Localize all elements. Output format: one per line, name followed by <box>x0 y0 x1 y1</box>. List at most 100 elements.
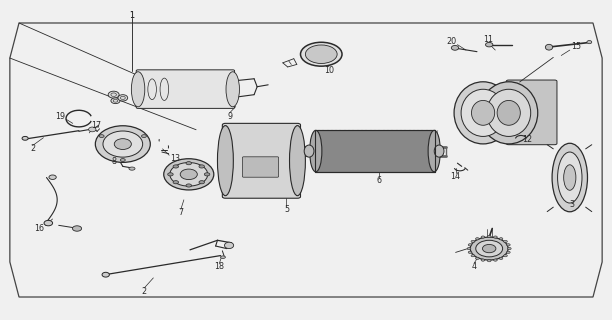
Text: 6: 6 <box>377 176 382 185</box>
Ellipse shape <box>461 89 505 136</box>
Ellipse shape <box>558 152 582 203</box>
Ellipse shape <box>226 72 239 107</box>
Text: 2: 2 <box>141 287 147 296</box>
Ellipse shape <box>504 255 507 257</box>
Text: 14: 14 <box>450 172 461 181</box>
Ellipse shape <box>507 247 511 250</box>
Ellipse shape <box>44 220 53 226</box>
Text: 10: 10 <box>324 66 334 75</box>
Ellipse shape <box>480 82 538 144</box>
Ellipse shape <box>470 237 508 260</box>
Ellipse shape <box>487 260 491 262</box>
Ellipse shape <box>99 135 104 138</box>
Ellipse shape <box>485 43 493 47</box>
Ellipse shape <box>476 238 479 240</box>
Ellipse shape <box>217 125 233 196</box>
Ellipse shape <box>186 184 192 187</box>
Ellipse shape <box>225 242 234 249</box>
Ellipse shape <box>22 136 28 140</box>
Ellipse shape <box>164 159 214 190</box>
Text: 5: 5 <box>284 205 289 214</box>
Ellipse shape <box>487 89 531 136</box>
Text: 1: 1 <box>130 11 135 20</box>
Text: 2: 2 <box>30 144 35 153</box>
Text: 19: 19 <box>55 112 65 121</box>
Ellipse shape <box>180 169 197 180</box>
Ellipse shape <box>170 163 207 186</box>
Text: 15: 15 <box>571 42 581 52</box>
Text: 8: 8 <box>111 157 116 166</box>
Text: 17: 17 <box>92 121 102 130</box>
Ellipse shape <box>482 244 496 253</box>
Ellipse shape <box>300 42 342 66</box>
Ellipse shape <box>168 173 173 176</box>
Ellipse shape <box>587 41 592 44</box>
Ellipse shape <box>476 240 502 257</box>
Ellipse shape <box>471 100 494 125</box>
Ellipse shape <box>499 238 503 240</box>
Text: 1: 1 <box>130 11 135 20</box>
Ellipse shape <box>494 259 497 261</box>
FancyBboxPatch shape <box>315 130 436 172</box>
Ellipse shape <box>451 45 458 50</box>
Ellipse shape <box>220 256 225 259</box>
Ellipse shape <box>72 226 81 231</box>
Ellipse shape <box>89 127 96 132</box>
Text: 13: 13 <box>170 154 181 163</box>
Ellipse shape <box>305 45 337 63</box>
Ellipse shape <box>121 159 125 161</box>
Ellipse shape <box>304 145 314 157</box>
Ellipse shape <box>471 255 475 257</box>
Ellipse shape <box>487 235 491 237</box>
Ellipse shape <box>481 259 485 261</box>
Ellipse shape <box>497 100 520 125</box>
Ellipse shape <box>199 165 204 168</box>
Ellipse shape <box>111 98 120 104</box>
Ellipse shape <box>289 125 305 196</box>
Ellipse shape <box>454 82 512 144</box>
Ellipse shape <box>95 126 151 162</box>
Ellipse shape <box>552 143 588 212</box>
Text: 4: 4 <box>471 262 476 271</box>
Ellipse shape <box>471 240 475 243</box>
Text: 11: 11 <box>483 35 493 44</box>
Ellipse shape <box>494 236 497 238</box>
Ellipse shape <box>173 165 179 168</box>
Ellipse shape <box>141 135 146 138</box>
Ellipse shape <box>49 175 56 180</box>
Ellipse shape <box>204 173 210 176</box>
Ellipse shape <box>467 247 471 250</box>
Ellipse shape <box>108 91 119 98</box>
Ellipse shape <box>564 165 576 190</box>
Ellipse shape <box>102 272 110 277</box>
Text: 16: 16 <box>34 224 44 233</box>
FancyBboxPatch shape <box>222 123 300 198</box>
Ellipse shape <box>507 244 510 246</box>
Ellipse shape <box>103 131 143 157</box>
Ellipse shape <box>132 72 145 107</box>
Text: 3: 3 <box>569 200 574 209</box>
Ellipse shape <box>435 145 444 157</box>
Ellipse shape <box>199 180 204 184</box>
Ellipse shape <box>481 236 485 238</box>
Text: 9: 9 <box>227 112 232 121</box>
Ellipse shape <box>507 251 510 253</box>
Ellipse shape <box>173 180 179 184</box>
Ellipse shape <box>476 257 479 260</box>
Text: 18: 18 <box>214 262 224 271</box>
FancyBboxPatch shape <box>242 157 278 177</box>
Ellipse shape <box>428 130 441 172</box>
Ellipse shape <box>114 139 132 149</box>
Ellipse shape <box>186 162 192 165</box>
FancyBboxPatch shape <box>506 80 557 145</box>
Ellipse shape <box>545 44 553 50</box>
Ellipse shape <box>118 95 128 101</box>
Ellipse shape <box>468 251 472 253</box>
Text: 20: 20 <box>446 37 457 46</box>
Text: 12: 12 <box>522 135 532 144</box>
FancyBboxPatch shape <box>136 70 234 108</box>
Ellipse shape <box>310 130 322 172</box>
Ellipse shape <box>504 240 507 243</box>
Ellipse shape <box>468 244 472 246</box>
Ellipse shape <box>129 167 135 170</box>
